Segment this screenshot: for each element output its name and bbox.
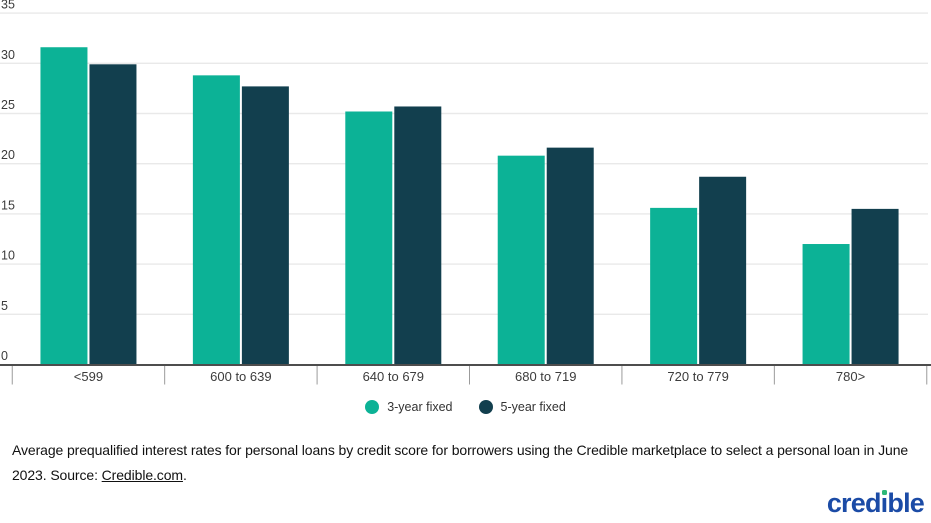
- caption-text-after: .: [182, 467, 187, 483]
- bar-3-year-fixed-780[interactable]: [802, 244, 850, 365]
- legend-item-3-year-fixed: 3-year fixed: [365, 400, 453, 414]
- legend-label: 5-year fixed: [500, 400, 566, 414]
- y-axis-label-25: 25: [1, 98, 15, 112]
- chart-area: 0 5 10 15 20 25 30 35 <599 600 to 639 640 to 679 68…: [0, 0, 931, 385]
- chart-caption: Average prequalified interest rates for …: [12, 438, 920, 488]
- legend-dot-5-year-fixed-icon: [478, 400, 493, 414]
- logo-i-dot-icon: [881, 490, 887, 495]
- bar-5-year-fixed-599[interactable]: [89, 64, 137, 365]
- y-axis-label-20: 20: [1, 148, 15, 162]
- source-link[interactable]: Credible.com: [101, 467, 183, 483]
- x-axis-label-600-to-639: 600 to 639: [210, 369, 271, 384]
- x-axis-label-599: <599: [74, 369, 103, 384]
- x-axis-label-640-to-679: 640 to 679: [363, 369, 424, 384]
- bar-5-year-fixed-720-to-779[interactable]: [699, 176, 747, 365]
- y-axis-label-15: 15: [1, 198, 15, 212]
- legend-label: 3-year fixed: [387, 400, 453, 414]
- y-axis-label-0: 0: [1, 349, 8, 363]
- bar-3-year-fixed-600-to-639[interactable]: [192, 75, 240, 366]
- x-axis-label-680-to-719: 680 to 719: [515, 369, 576, 384]
- bar-3-year-fixed-720-to-779[interactable]: [650, 207, 698, 365]
- caption-text: Average prequalified interest rates for …: [12, 442, 909, 483]
- bar-5-year-fixed-600-to-639[interactable]: [241, 86, 289, 365]
- y-axis-label-5: 5: [1, 299, 8, 313]
- legend-dot-3-year-fixed-icon: [365, 400, 380, 414]
- bar-3-year-fixed-680-to-719[interactable]: [497, 155, 545, 365]
- logo-letter-i: ı: [880, 488, 888, 518]
- legend-item-5-year-fixed: 5-year fixed: [478, 400, 566, 414]
- y-axis-label-35: 35: [1, 0, 15, 12]
- bar-5-year-fixed-780[interactable]: [851, 208, 899, 365]
- bar-3-year-fixed-640-to-679[interactable]: [345, 111, 393, 365]
- x-axis-label-720-to-779: 720 to 779: [667, 369, 728, 384]
- chart-legend: 3-year fixed 5-year fixed: [0, 398, 931, 416]
- y-axis-label-10: 10: [1, 249, 15, 263]
- credible-logo[interactable]: credı ble: [826, 488, 925, 518]
- y-axis-label-30: 30: [1, 48, 15, 62]
- x-axis-label-780: 780>: [836, 369, 865, 384]
- bar-chart: 0 5 10 15 20 25 30 35 <599 600 to 639 640 to 679 68…: [0, 0, 931, 385]
- bar-5-year-fixed-640-to-679[interactable]: [394, 106, 442, 366]
- bar-5-year-fixed-680-to-719[interactable]: [546, 147, 594, 365]
- bar-3-year-fixed-599[interactable]: [40, 47, 88, 366]
